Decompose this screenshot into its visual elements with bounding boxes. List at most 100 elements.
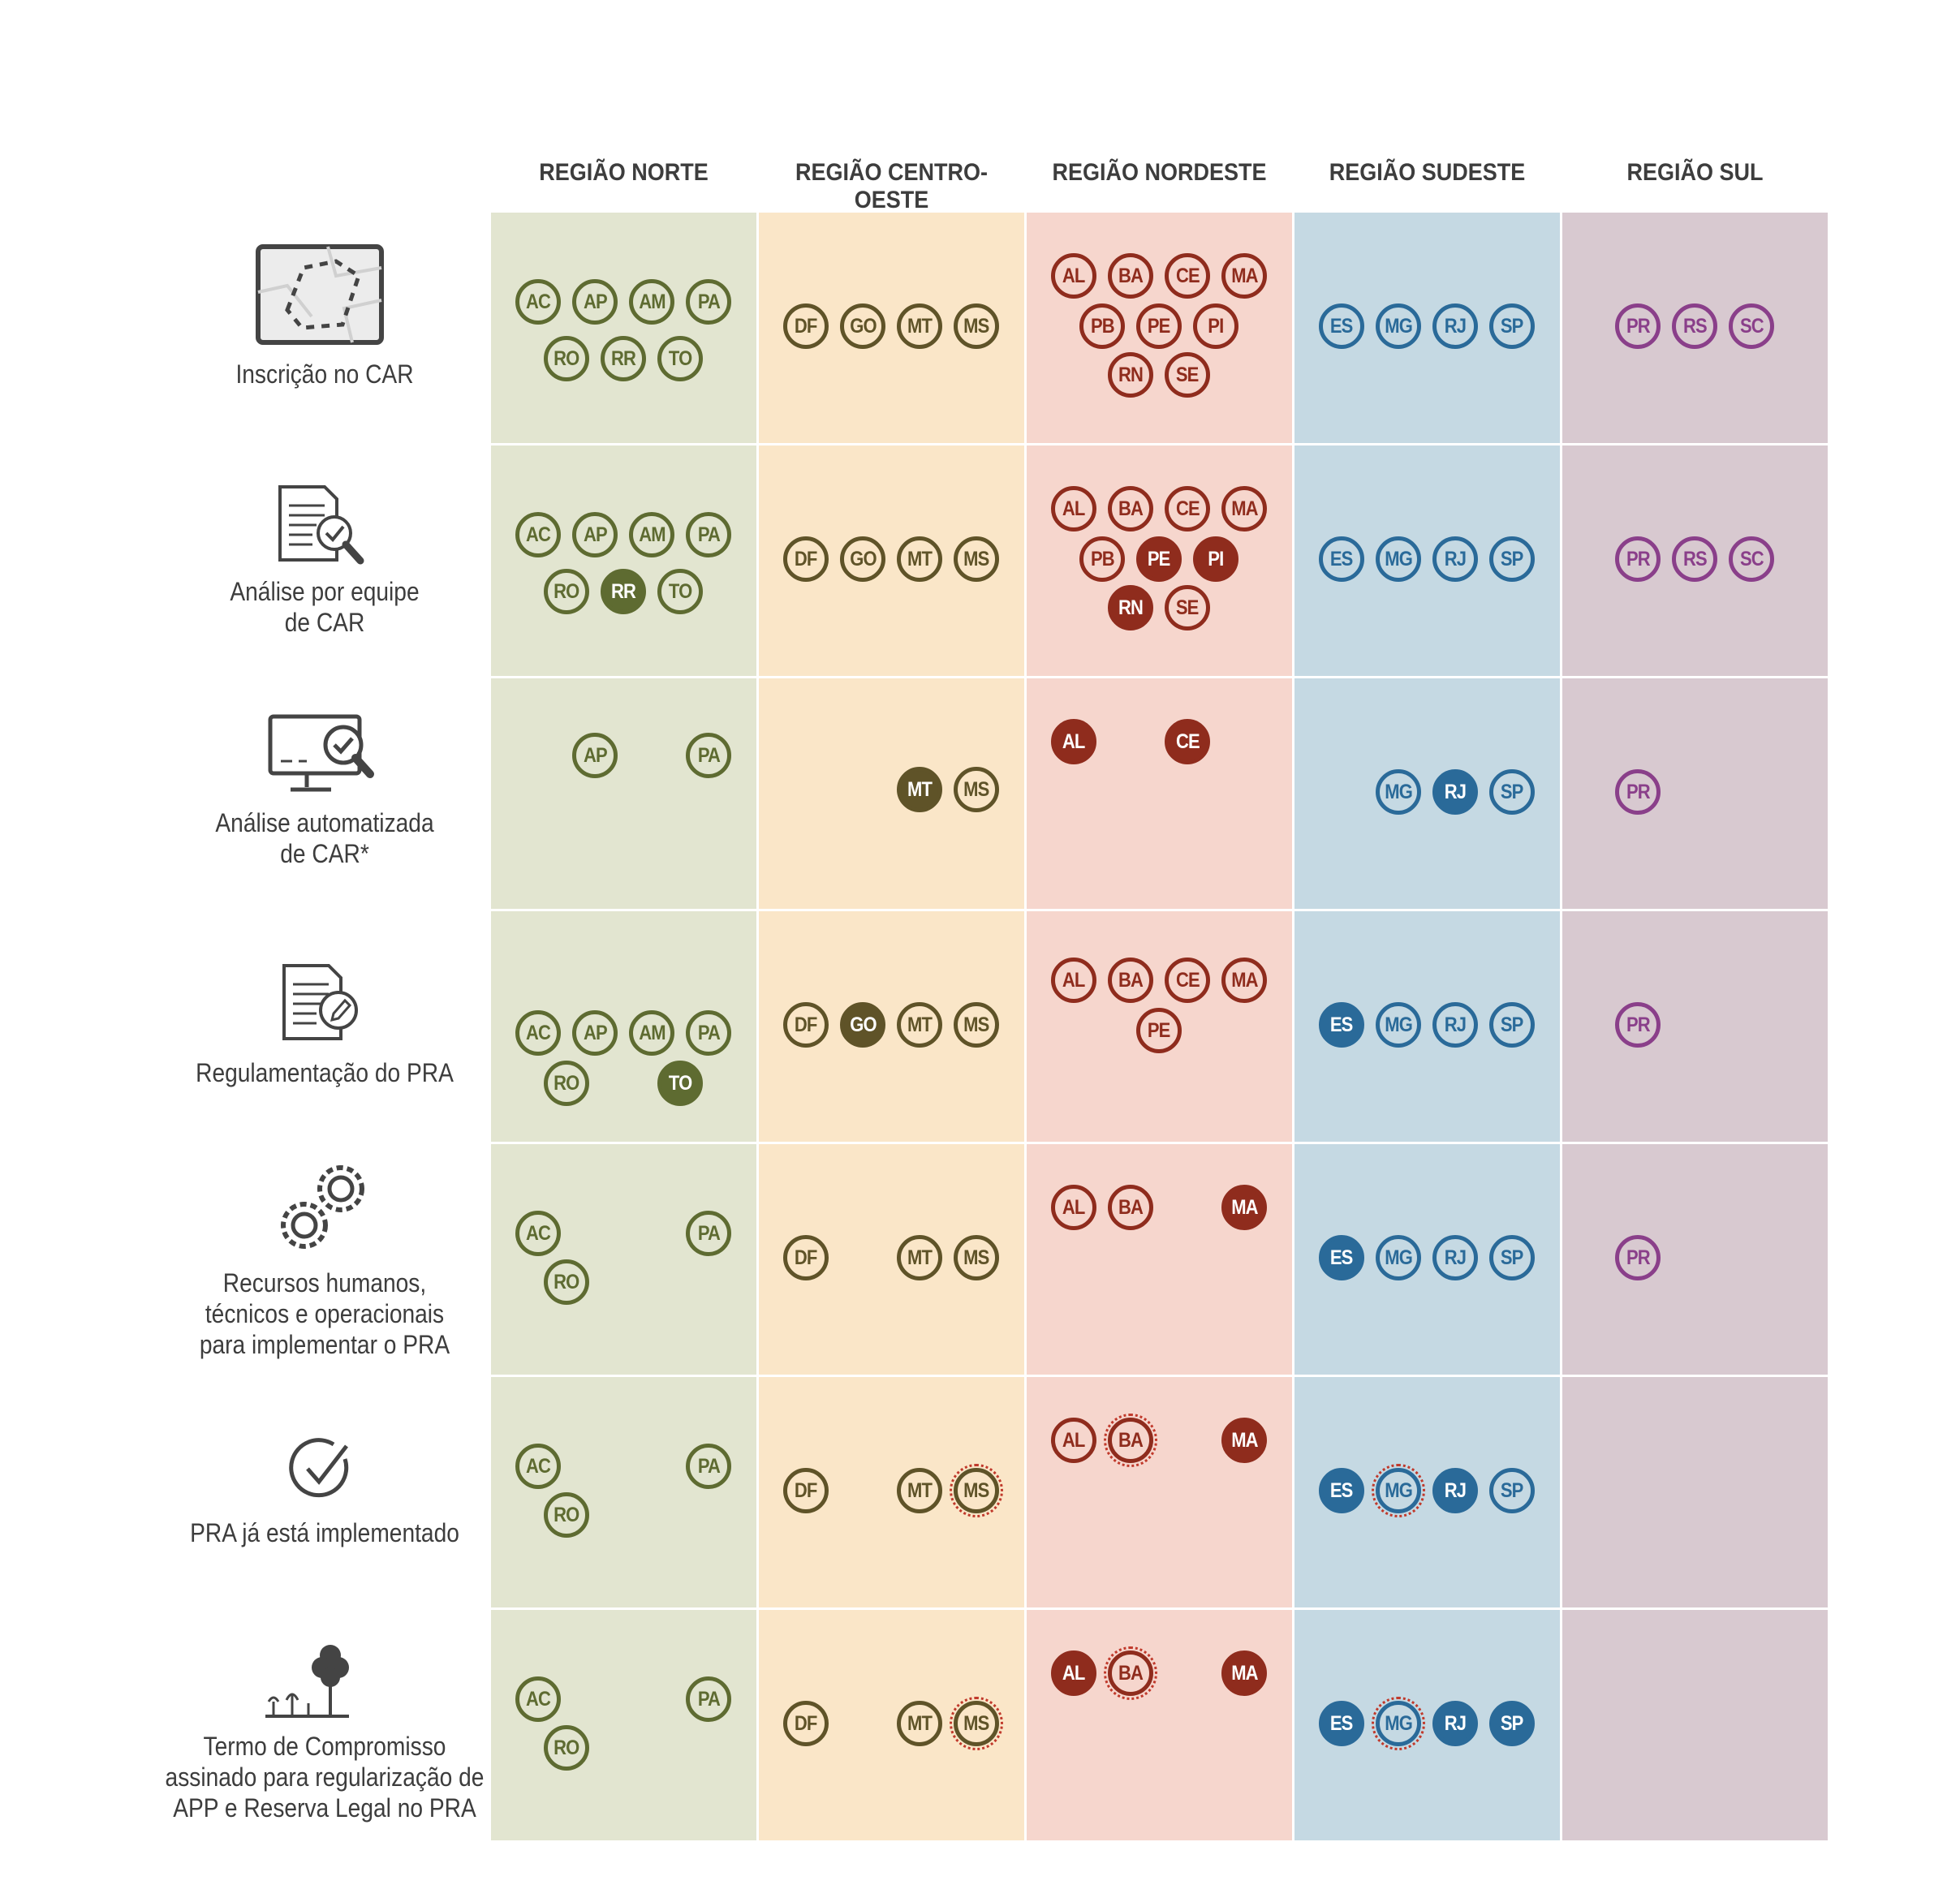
row-label-line: de CAR bbox=[284, 608, 365, 637]
state-badge-ro: RO bbox=[544, 1492, 589, 1538]
cell-norte-row-6: AC PA RO bbox=[491, 1377, 756, 1607]
state-badge-ba: BA bbox=[1104, 1414, 1157, 1467]
state-badge-ro: RO bbox=[544, 336, 589, 381]
state-badge-pe: PE bbox=[1136, 536, 1182, 582]
state-badge-ba: BA bbox=[1108, 253, 1153, 299]
row-label-5: Recursos humanos, técnicos e operacionais… bbox=[153, 1267, 496, 1360]
state-badge-go: GO bbox=[840, 536, 885, 582]
state-badge-mt: MT bbox=[897, 1002, 942, 1048]
state-badge-ac: AC bbox=[515, 512, 561, 557]
cell-centro-row-1: DF GO MT MS bbox=[759, 213, 1024, 443]
state-badge-rs: RS bbox=[1672, 536, 1717, 582]
header-centro: REGIÃO CENTRO-OESTE bbox=[795, 159, 989, 213]
state-badge-sc: SC bbox=[1729, 536, 1774, 582]
gears-icon bbox=[281, 1165, 364, 1249]
state-badge-al: AL bbox=[1051, 486, 1096, 532]
state-badge-sp: SP bbox=[1489, 1002, 1535, 1048]
state-badge-pe: PE bbox=[1136, 1008, 1182, 1053]
state-badge-to: TO bbox=[657, 336, 703, 381]
row-label-2: Análise por equipe de CAR bbox=[153, 576, 496, 638]
header-nordeste: REGIÃO NORDESTE bbox=[1052, 159, 1267, 186]
state-badge-pa: PA bbox=[686, 512, 731, 557]
state-badge-mg: MG bbox=[1372, 1464, 1425, 1517]
state-badge-mg: MG bbox=[1376, 769, 1421, 815]
state-badge-ma: MA bbox=[1221, 958, 1267, 1003]
state-badge-mg: MG bbox=[1372, 1697, 1425, 1750]
state-badge-mt: MT bbox=[897, 767, 942, 812]
cell-sudeste-row-5: ES MG RJ SP bbox=[1294, 1144, 1560, 1375]
row-label-line: Regulamentação do PRA bbox=[196, 1058, 454, 1087]
computer-check-icon bbox=[268, 714, 374, 792]
state-badge-pr: PR bbox=[1615, 1235, 1661, 1280]
state-badge-sp: SP bbox=[1489, 536, 1535, 582]
row-label-line: PRA já está implementado bbox=[190, 1518, 459, 1547]
header-sudeste: REGIÃO SUDESTE bbox=[1329, 159, 1526, 186]
state-badge-ap: AP bbox=[572, 512, 618, 557]
row-label-3: Análise automatizada de CAR* bbox=[153, 807, 496, 869]
state-badge-ba: BA bbox=[1108, 486, 1153, 532]
state-badge-pi: PI bbox=[1193, 536, 1238, 582]
state-badge-al: AL bbox=[1051, 1185, 1096, 1230]
state-badge-mt: MT bbox=[897, 536, 942, 582]
state-badge-df: DF bbox=[783, 1002, 829, 1048]
state-badge-pa: PA bbox=[686, 279, 731, 325]
cell-norte-row-1: AC AP AM PA RO RR TO bbox=[491, 213, 756, 443]
cell-norte-row-3: AP PA bbox=[491, 678, 756, 909]
state-badge-ce: CE bbox=[1165, 958, 1210, 1003]
row-label-line: técnicos e operacionais bbox=[205, 1299, 445, 1328]
state-badge-sp: SP bbox=[1489, 1468, 1535, 1513]
state-badge-pb: PB bbox=[1079, 303, 1125, 349]
cell-norte-row-7: AC PA RO bbox=[491, 1610, 756, 1840]
state-badge-es: ES bbox=[1319, 1002, 1364, 1048]
check-circle-icon bbox=[289, 1438, 349, 1498]
state-badge-ma: MA bbox=[1221, 1418, 1267, 1463]
cell-nordeste-row-2: AL BA CE MA PB PE PI RN SE bbox=[1027, 445, 1292, 676]
state-badge-es: ES bbox=[1319, 1468, 1364, 1513]
state-badge-mt: MT bbox=[897, 303, 942, 349]
state-badge-pr: PR bbox=[1615, 536, 1661, 582]
state-badge-pa: PA bbox=[686, 1010, 731, 1056]
state-badge-rj: RJ bbox=[1432, 1701, 1478, 1746]
state-badge-al: AL bbox=[1051, 1650, 1096, 1696]
state-badge-ro: RO bbox=[544, 1061, 589, 1106]
cell-centro-row-3: MT MS bbox=[759, 678, 1024, 909]
state-badge-ms: MS bbox=[954, 536, 999, 582]
state-badge-mt: MT bbox=[897, 1235, 942, 1280]
state-badge-es: ES bbox=[1319, 536, 1364, 582]
cell-norte-row-4: AC AP AM PA RO TO bbox=[491, 911, 756, 1142]
row-label-line: Inscrição no CAR bbox=[235, 359, 414, 389]
row-label-line: para implementar o PRA bbox=[199, 1330, 450, 1359]
state-badge-rs: RS bbox=[1672, 303, 1717, 349]
row-label-1: Inscrição no CAR bbox=[153, 359, 496, 389]
header-norte: REGIÃO NORTE bbox=[539, 159, 709, 186]
state-badge-es: ES bbox=[1319, 1235, 1364, 1280]
row-label-line: assinado para regularização de bbox=[165, 1762, 485, 1792]
state-badge-go: GO bbox=[840, 1002, 885, 1048]
state-badge-sp: SP bbox=[1489, 1235, 1535, 1280]
cell-sudeste-row-6: ES MG RJ SP bbox=[1294, 1377, 1560, 1607]
document-edit-icon bbox=[282, 964, 358, 1040]
row-label-6: PRA já está implementado bbox=[153, 1517, 496, 1548]
row-label-line: de CAR* bbox=[280, 839, 369, 868]
state-badge-ro: RO bbox=[544, 1259, 589, 1305]
state-badge-ma: MA bbox=[1221, 1650, 1267, 1696]
state-badge-rj: RJ bbox=[1432, 303, 1478, 349]
state-badge-df: DF bbox=[783, 303, 829, 349]
state-badge-al: AL bbox=[1051, 719, 1096, 764]
state-badge-ap: AP bbox=[572, 1010, 618, 1056]
state-badge-ac: AC bbox=[515, 1010, 561, 1056]
state-badge-df: DF bbox=[783, 536, 829, 582]
cell-sudeste-row-7: ES MG RJ SP bbox=[1294, 1610, 1560, 1840]
state-badge-pi: PI bbox=[1193, 303, 1238, 349]
state-badge-df: DF bbox=[783, 1235, 829, 1280]
state-badge-rr: RR bbox=[601, 569, 646, 614]
cell-nordeste-row-5: AL BA MA bbox=[1027, 1144, 1292, 1375]
state-badge-ms: MS bbox=[954, 303, 999, 349]
state-badge-rj: RJ bbox=[1432, 536, 1478, 582]
state-badge-mg: MG bbox=[1376, 1002, 1421, 1048]
state-badge-df: DF bbox=[783, 1468, 829, 1513]
row-label-line: APP e Reserva Legal no PRA bbox=[173, 1793, 476, 1823]
cell-sudeste-row-4: ES MG RJ SP bbox=[1294, 911, 1560, 1142]
state-badge-am: AM bbox=[629, 279, 674, 325]
state-badge-rr: RR bbox=[601, 336, 646, 381]
